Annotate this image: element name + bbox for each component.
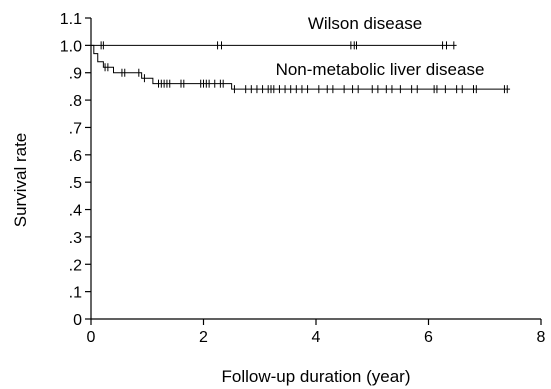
x-ticks: 0 2 4 6 8 [87,319,546,346]
y-tick-label: .4 [69,203,82,220]
x-axis-label: Follow-up duration (year) [222,367,411,386]
y-tick-label: .3 [69,230,82,247]
y-tick-label: .9 [69,66,82,83]
y-tick-label: 0 [73,312,82,329]
y-tick-label: .1 [69,285,82,302]
y-tick-label: .7 [69,120,82,137]
x-tick-label: 4 [312,329,321,346]
y-tick-label: .6 [69,148,82,165]
y-tick-label: .2 [69,257,82,274]
series-layer [91,41,511,94]
y-tick-label: .8 [69,93,82,110]
survival-curve [91,44,511,90]
y-ticks: 0 .1 .2 .3 .4 .5 .6 .7 .8 .9 1.0 1.1 [60,11,91,329]
y-tick-label: 1.0 [60,38,82,55]
x-tick-label: 8 [537,329,546,346]
series-labels: Wilson disease Non-metabolic liver diseas… [276,14,485,79]
series-0 [91,41,457,50]
x-tick-label: 0 [87,329,96,346]
y-axis-label: Survival rate [11,133,30,227]
series-1 [91,44,511,94]
x-tick-label: 2 [199,329,208,346]
series-label: Non-metabolic liver disease [276,60,485,79]
series-label: Wilson disease [308,14,422,33]
x-tick-label: 6 [424,329,433,346]
y-tick-label: 1.1 [60,11,82,28]
y-tick-label: .5 [69,175,82,192]
